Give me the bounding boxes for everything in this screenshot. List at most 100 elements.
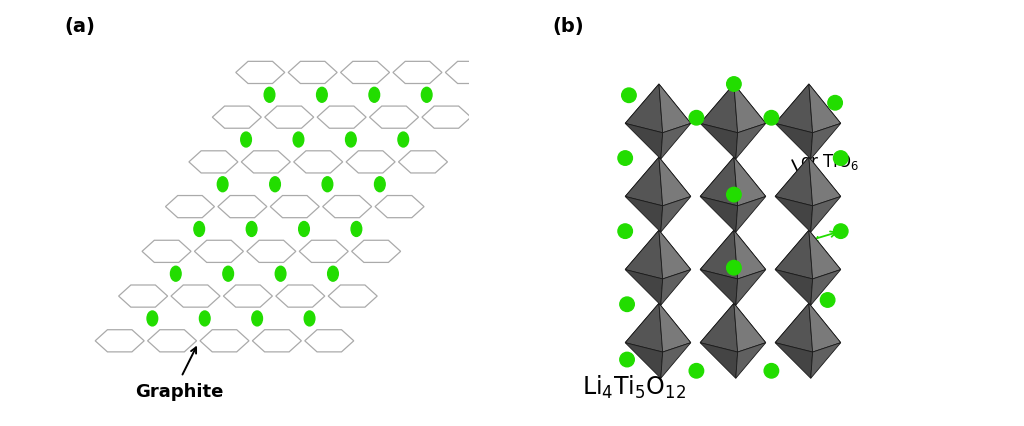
Polygon shape xyxy=(626,230,658,270)
Polygon shape xyxy=(626,270,663,305)
Circle shape xyxy=(834,224,848,239)
Polygon shape xyxy=(398,151,447,173)
Polygon shape xyxy=(660,270,691,305)
Polygon shape xyxy=(305,330,353,352)
Circle shape xyxy=(727,260,741,275)
Polygon shape xyxy=(805,84,841,124)
Polygon shape xyxy=(626,196,663,232)
Polygon shape xyxy=(730,303,766,343)
Polygon shape xyxy=(218,196,267,218)
Polygon shape xyxy=(775,230,809,270)
Polygon shape xyxy=(775,270,813,305)
Polygon shape xyxy=(445,61,495,83)
Polygon shape xyxy=(626,303,663,352)
Ellipse shape xyxy=(275,266,286,281)
Polygon shape xyxy=(370,106,419,128)
Circle shape xyxy=(620,352,634,367)
Ellipse shape xyxy=(247,222,257,236)
Polygon shape xyxy=(809,157,841,206)
Circle shape xyxy=(727,187,741,202)
Polygon shape xyxy=(212,106,261,128)
Polygon shape xyxy=(626,124,663,159)
Polygon shape xyxy=(655,84,691,124)
Polygon shape xyxy=(626,230,663,279)
Polygon shape xyxy=(775,196,813,232)
Polygon shape xyxy=(242,151,290,173)
Polygon shape xyxy=(655,230,691,270)
Polygon shape xyxy=(95,330,144,352)
Polygon shape xyxy=(119,285,168,307)
Polygon shape xyxy=(270,196,319,218)
Polygon shape xyxy=(195,240,244,262)
Polygon shape xyxy=(734,230,766,279)
Polygon shape xyxy=(775,343,813,378)
Circle shape xyxy=(827,95,843,110)
Ellipse shape xyxy=(323,177,333,192)
Polygon shape xyxy=(658,157,691,206)
Polygon shape xyxy=(660,343,691,378)
Text: Graphite: Graphite xyxy=(135,383,223,401)
Ellipse shape xyxy=(299,222,309,236)
Polygon shape xyxy=(323,196,372,218)
Polygon shape xyxy=(626,343,663,378)
Polygon shape xyxy=(775,124,813,159)
Polygon shape xyxy=(171,285,220,307)
Polygon shape xyxy=(299,240,348,262)
Ellipse shape xyxy=(304,311,314,326)
Ellipse shape xyxy=(252,311,262,326)
Ellipse shape xyxy=(369,87,380,102)
Polygon shape xyxy=(736,196,766,232)
Polygon shape xyxy=(775,157,809,196)
Polygon shape xyxy=(775,303,809,343)
Ellipse shape xyxy=(264,87,274,102)
Polygon shape xyxy=(247,240,296,262)
Text: Li$_4$Ti$_5$O$_{12}$: Li$_4$Ti$_5$O$_{12}$ xyxy=(583,374,686,401)
Polygon shape xyxy=(658,230,691,279)
Polygon shape xyxy=(736,124,766,159)
Polygon shape xyxy=(775,230,813,279)
Polygon shape xyxy=(805,303,841,343)
Circle shape xyxy=(727,77,741,91)
Polygon shape xyxy=(805,157,841,196)
Polygon shape xyxy=(660,124,691,159)
Ellipse shape xyxy=(200,311,210,326)
Polygon shape xyxy=(375,196,424,218)
Polygon shape xyxy=(236,61,285,83)
Polygon shape xyxy=(700,303,737,352)
Polygon shape xyxy=(200,330,249,352)
Polygon shape xyxy=(252,330,301,352)
Polygon shape xyxy=(700,84,734,124)
Polygon shape xyxy=(265,106,313,128)
Ellipse shape xyxy=(269,177,281,192)
Circle shape xyxy=(764,110,778,125)
Polygon shape xyxy=(700,303,734,343)
Polygon shape xyxy=(775,157,813,206)
Polygon shape xyxy=(700,196,737,232)
Polygon shape xyxy=(734,84,766,133)
Polygon shape xyxy=(775,84,813,133)
Polygon shape xyxy=(275,285,325,307)
Polygon shape xyxy=(809,303,841,352)
Polygon shape xyxy=(626,157,663,206)
Ellipse shape xyxy=(351,222,361,236)
Text: Li: Li xyxy=(806,236,820,254)
Polygon shape xyxy=(655,157,691,196)
Text: or TiO$_6$: or TiO$_6$ xyxy=(800,151,858,172)
Ellipse shape xyxy=(223,266,233,281)
Ellipse shape xyxy=(375,177,385,192)
Text: (b): (b) xyxy=(552,17,584,36)
Circle shape xyxy=(622,88,636,103)
Polygon shape xyxy=(626,157,658,196)
Polygon shape xyxy=(700,84,737,133)
Polygon shape xyxy=(346,151,395,173)
Polygon shape xyxy=(341,61,389,83)
Circle shape xyxy=(617,224,633,239)
Polygon shape xyxy=(700,230,734,270)
Polygon shape xyxy=(393,61,442,83)
Ellipse shape xyxy=(293,132,304,147)
Polygon shape xyxy=(655,303,691,343)
Ellipse shape xyxy=(194,222,205,236)
Circle shape xyxy=(689,363,703,378)
Ellipse shape xyxy=(217,177,228,192)
Polygon shape xyxy=(658,303,691,352)
